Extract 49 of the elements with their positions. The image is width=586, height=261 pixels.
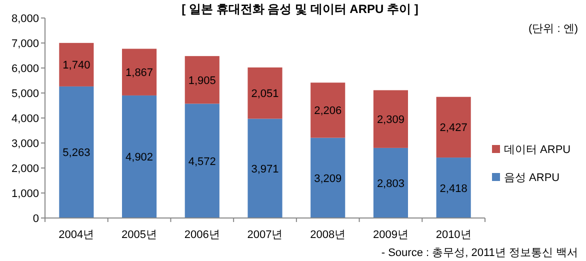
data-label: 4,572 [188,156,216,168]
data-label: 2,309 [376,114,404,126]
bar [373,90,408,148]
x-tick-label: 2010년 [436,229,472,241]
y-tick-label: 1,000 [11,188,39,200]
bar [373,148,408,218]
bar [122,48,157,96]
bar [184,104,220,218]
data-label: 1,867 [126,67,154,80]
y-tick-label: 4,000 [11,113,39,125]
data-label: 2,418 [440,182,468,195]
data-label: 1,905 [188,74,216,87]
y-tick-label: 8,000 [11,13,39,25]
x-tick-label: 2008년 [310,229,346,241]
bar [59,42,94,86]
x-tick-label: 2007년 [247,229,283,241]
data-label: 3,209 [314,172,342,185]
x-tick-label: 2005년 [122,229,158,241]
bar [436,158,471,218]
data-label: 5,263 [62,147,90,160]
data-label: 2,803 [376,178,404,190]
x-tick-label: 2006년 [184,229,220,241]
bar [310,82,346,138]
bar [184,56,220,104]
bar [310,138,346,218]
x-tick-label: 2004년 [58,229,94,241]
bar [248,67,282,119]
y-tick-label: 6,000 [11,63,39,75]
data-label: 1,740 [62,60,90,72]
data-label: 4,902 [126,152,154,164]
text: - Source : 총무성, 2011년 정보통신 백서 [381,247,578,259]
y-tick-label: 3,000 [11,138,39,150]
bar [122,95,157,218]
data-label: 2,051 [251,88,279,100]
text: (단위 : 엔) [528,23,578,35]
y-tick-label: 0 [32,213,39,225]
x-tick-label: 2009년 [372,229,408,241]
legend-label: 음성 ARPU [504,172,560,184]
y-tick-label: 5,000 [11,88,39,100]
data-label: 2,427 [440,122,468,134]
y-tick-label: 7,000 [11,38,39,50]
data-label: 3,971 [251,163,279,176]
bar [436,96,471,158]
bar [248,118,282,218]
y-tick-label: 2,000 [11,163,39,175]
chart-title: [ 일본 휴대전화 음성 및 데이터 ARPU 추이 ] [182,2,418,16]
bar [59,86,94,218]
legend-label: 데이터 ARPU [504,144,571,156]
data-label: 2,206 [314,105,342,118]
